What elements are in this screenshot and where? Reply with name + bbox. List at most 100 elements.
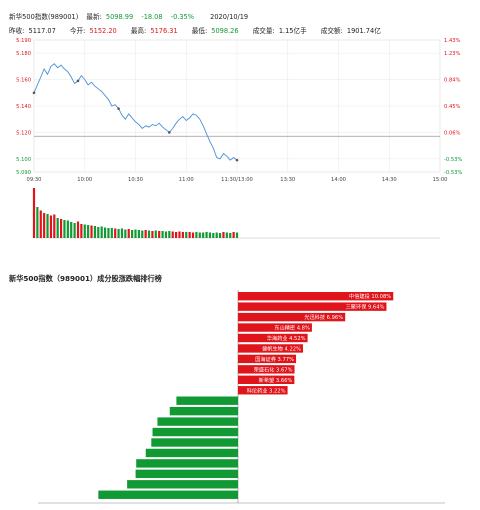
left-tick-label: 5.160 <box>16 78 31 84</box>
ranking-bar-label: 华海药业 4.52% <box>267 334 306 342</box>
open-value: 5152.20 <box>89 27 117 35</box>
volume-bar <box>232 232 235 238</box>
price-point <box>32 91 36 95</box>
left-tick-label: 5.190 <box>16 38 31 44</box>
turnover-value: 1901.74亿 <box>346 27 381 35</box>
volume-bar <box>114 228 117 238</box>
ranking-bars: 中信建投 10.08% 三聚环保 9.64%光迅科技 6.96% 东山精密 4.8%… <box>98 292 394 499</box>
latest-label: 最新: <box>86 13 102 21</box>
ranking-bar-label: 信立泰 -5.23% <box>240 418 276 426</box>
time-tick-label: 10:30 <box>128 177 143 183</box>
price-point <box>117 107 120 110</box>
volume-bar <box>215 232 218 238</box>
time-tick-label: 11:30/13:00 <box>221 177 253 183</box>
volume-bar <box>100 226 103 238</box>
price-point <box>76 79 80 83</box>
left-tick-label: 5.120 <box>16 130 31 136</box>
left-tick-label: 5.140 <box>16 104 31 110</box>
ranking-bar <box>238 375 295 384</box>
volume-bar <box>134 229 137 238</box>
volume-bar <box>87 225 90 238</box>
time-tick-label: 10:00 <box>77 177 92 183</box>
volume-bar <box>53 214 56 238</box>
price-series-line <box>33 63 238 161</box>
volume-bar <box>80 224 83 238</box>
volume-bar <box>222 232 225 238</box>
volume-bar <box>168 231 171 238</box>
right-tick-label: -0.53% <box>444 170 462 176</box>
volume-bar <box>110 228 113 238</box>
ranking-title: 新华500指数（989001）成分股涨跌幅排行榜 <box>9 274 162 283</box>
volume-bar <box>36 207 39 238</box>
low-value: 5098.26 <box>211 27 239 35</box>
right-tick-label: 1.23% <box>444 51 461 57</box>
volume-bar <box>97 227 100 238</box>
ranking-bar-label: 新希望 3.66% <box>259 376 293 384</box>
volume-bar <box>205 232 208 238</box>
volume-bar <box>93 226 96 238</box>
right-axis-ticks: -0.53% -0.53% 0.06% 0.45% 0.84% 1.23% 1.43% <box>444 38 462 176</box>
volume-bar <box>131 230 134 238</box>
prev-close-value: 5117.07 <box>28 27 56 35</box>
volume-bar <box>70 222 73 238</box>
ranking-bar-label: 四川美丰 -6.65% <box>240 470 281 478</box>
volume-bar <box>32 188 36 238</box>
volume-bar <box>73 223 76 238</box>
left-tick-label: 5.090 <box>16 170 31 176</box>
ranking-bar <box>238 292 394 301</box>
ranking-bar <box>238 302 387 311</box>
volume-bar <box>83 224 86 238</box>
ranking-bar <box>238 344 303 353</box>
time-tick-label: 11:00 <box>179 177 194 183</box>
latest-value: 5098.99 <box>105 13 134 21</box>
ranking-bar <box>152 427 238 437</box>
left-tick-label: 5.180 <box>16 51 31 57</box>
volume-bar <box>225 232 228 238</box>
intraday-chart: 5.090 5.100 5.120 5.140 5.160 5.180 5.190 -0.5… <box>16 38 462 239</box>
right-tick-label: 0.45% <box>444 104 461 110</box>
high-value: 5176.31 <box>150 27 178 35</box>
ranking-bar <box>98 490 239 499</box>
volume-bar <box>195 232 198 238</box>
ranking-bar-label: 荣盛石化 3.67% <box>254 365 293 373</box>
ranking-bar <box>127 480 238 489</box>
volume-bar <box>107 228 110 238</box>
volume-bar <box>63 220 66 238</box>
volume-bar <box>185 232 188 238</box>
volume-bar <box>46 214 49 238</box>
price-point <box>168 131 171 134</box>
volume-bar <box>181 232 184 238</box>
volume-bar <box>229 233 232 238</box>
volume-bar <box>76 221 80 238</box>
volume-bar <box>43 213 46 238</box>
right-tick-label: 0.06% <box>444 130 461 136</box>
volume-bar <box>127 229 130 238</box>
ranking-bar <box>151 438 238 447</box>
change-value: -18.08 <box>141 13 163 21</box>
volume-bar <box>164 231 168 238</box>
volume-bar <box>154 230 157 238</box>
ranking-bar-label: 中信建投 10.08% <box>349 292 391 300</box>
ranking-bar-label: 长春高新 -7.2% <box>240 480 278 488</box>
ranking-bar-label: 三聚环保 9.64% <box>346 303 385 311</box>
ranking-bar-label: 健帆生物 4.22% <box>262 344 301 352</box>
ranking-bar <box>238 333 308 343</box>
volume-bar <box>235 232 239 238</box>
volume-bar <box>66 220 69 238</box>
ranking-bar <box>135 469 238 479</box>
ranking-bar-label: 光迅科技 6.96% <box>304 313 343 321</box>
volume-bar <box>161 231 164 238</box>
time-tick-label: 15:00 <box>433 177 448 183</box>
ranking-bar <box>238 354 297 364</box>
ranking-bar <box>157 417 238 426</box>
ranking-bar-label: 西山煤电 -6.61% <box>240 459 281 467</box>
left-tick-label: 5.100 <box>16 157 31 163</box>
time-tick-label: 09:30 <box>27 177 42 183</box>
price-point <box>235 158 239 162</box>
ranking-bar-label: 天齐锂业 -4.43% <box>240 407 281 415</box>
high-label: 最高: <box>130 27 147 35</box>
change-percent: -0.35% <box>170 13 195 21</box>
price-line <box>32 63 239 162</box>
ranking-bar-label: 国海证券 3.77% <box>255 355 294 363</box>
intraday-grid <box>33 39 441 173</box>
